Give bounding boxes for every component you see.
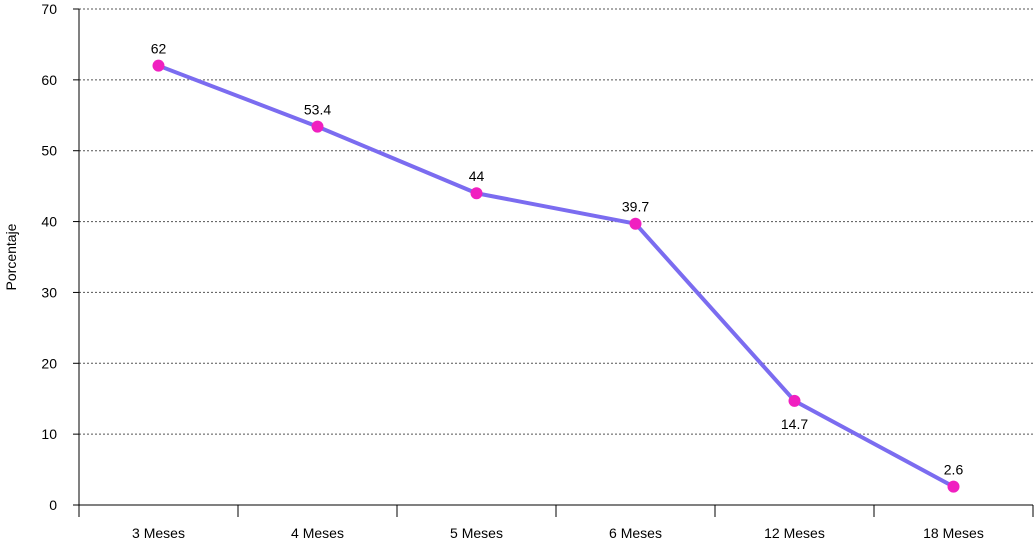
data-points [152,59,960,493]
y-tick-labels: 0 10 20 30 40 50 60 70 [41,1,57,513]
data-label: 39.7 [622,199,649,215]
data-label: 53.4 [304,102,331,118]
y-axis-title: Porcentaje [3,223,19,290]
data-point [152,59,165,72]
grid-lines [79,8,1033,435]
x-tick-label: 5 Meses [450,525,503,541]
data-label: 14.7 [781,416,808,432]
x-tick-labels: 3 Meses 4 Meses 5 Meses 6 Meses 12 Meses 18 M… [132,525,984,541]
data-point [788,394,801,407]
y-tick-label: 30 [41,284,57,300]
x-tick-label: 12 Meses [764,525,825,541]
y-tick-label: 60 [41,72,57,88]
x-tick-label: 4 Meses [291,525,344,541]
y-tick-label: 10 [41,426,57,442]
data-point [947,480,960,493]
y-tick-label: 40 [41,214,57,230]
data-point [311,120,324,133]
data-label: 62 [151,41,167,57]
data-label: 2.6 [944,462,964,478]
data-point [629,217,642,230]
series-polyline [156,63,956,489]
y-tick-label: 70 [41,1,57,17]
y-tick-label: 0 [49,497,57,513]
x-tick-label: 3 Meses [132,525,185,541]
data-label: 44 [469,168,485,184]
y-tick-label: 50 [41,143,57,159]
x-tick-label: 18 Meses [923,525,984,541]
series-line [156,63,956,489]
data-point [470,187,483,200]
axes [73,8,1034,517]
data-labels: 62 53.4 44 39.7 14.7 2.6 [151,41,964,478]
y-tick-label: 20 [41,355,57,371]
x-tick-label: 6 Meses [609,525,662,541]
